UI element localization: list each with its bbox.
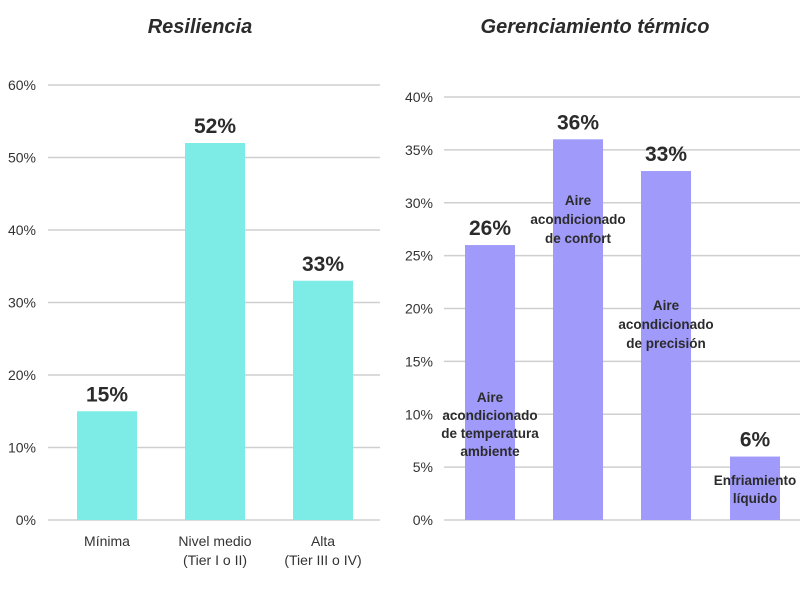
y-tick-label: 40% (405, 89, 433, 105)
bar (77, 411, 137, 520)
bar-value-label: 6% (740, 429, 771, 452)
bar-value-label: 33% (645, 143, 687, 166)
category-label: Alta (Tier III o IV) (284, 533, 361, 568)
y-tick-label: 10% (8, 440, 36, 456)
bar-value-label: 36% (557, 111, 599, 134)
y-tick-label: 40% (8, 222, 36, 238)
bar (185, 143, 245, 520)
bar (465, 245, 515, 521)
bar (553, 139, 603, 521)
y-tick-label: 25% (405, 248, 433, 264)
category-label: Aire acondicionado de temperatura ambiente (441, 390, 539, 459)
bar (730, 456, 780, 520)
bar-value-label: 52% (194, 115, 236, 138)
category-label: Enfriamiento líquido (714, 473, 797, 506)
category-label: Nivel medio (Tier I o II) (178, 533, 251, 568)
y-tick-label: 20% (405, 301, 433, 317)
bar (641, 171, 691, 520)
chart-title: Resiliencia (148, 16, 253, 38)
bar-value-label: 33% (302, 253, 344, 276)
y-tick-label: 20% (8, 367, 36, 383)
category-label: Aire acondicionado de confort (530, 193, 625, 246)
chart-2: Gerenciamiento térmico 0% 5% 10% 15% 20% 25% 30… (405, 16, 800, 528)
category-label: Mínima (84, 533, 130, 549)
category-label: Aire acondicionado de precisión (618, 298, 713, 351)
y-tick-label: 10% (405, 406, 433, 422)
chart-1: Resiliencia 0% 10% 20% 30% 40% 50% 60% 15% Mínima… (8, 16, 380, 568)
chart-title: Gerenciamiento térmico (481, 16, 710, 38)
y-tick-label: 0% (16, 512, 36, 528)
y-tick-label: 5% (413, 459, 433, 475)
bar-value-label: 15% (86, 383, 128, 406)
y-tick-label: 35% (405, 142, 433, 158)
bar (293, 280, 353, 520)
y-tick-label: 30% (8, 295, 36, 311)
y-tick-label: 15% (405, 353, 433, 369)
y-tick-label: 60% (8, 77, 36, 93)
y-tick-label: 0% (413, 512, 433, 528)
y-tick-label: 30% (405, 195, 433, 211)
bar-value-label: 26% (469, 217, 511, 240)
y-tick-label: 50% (8, 150, 36, 166)
